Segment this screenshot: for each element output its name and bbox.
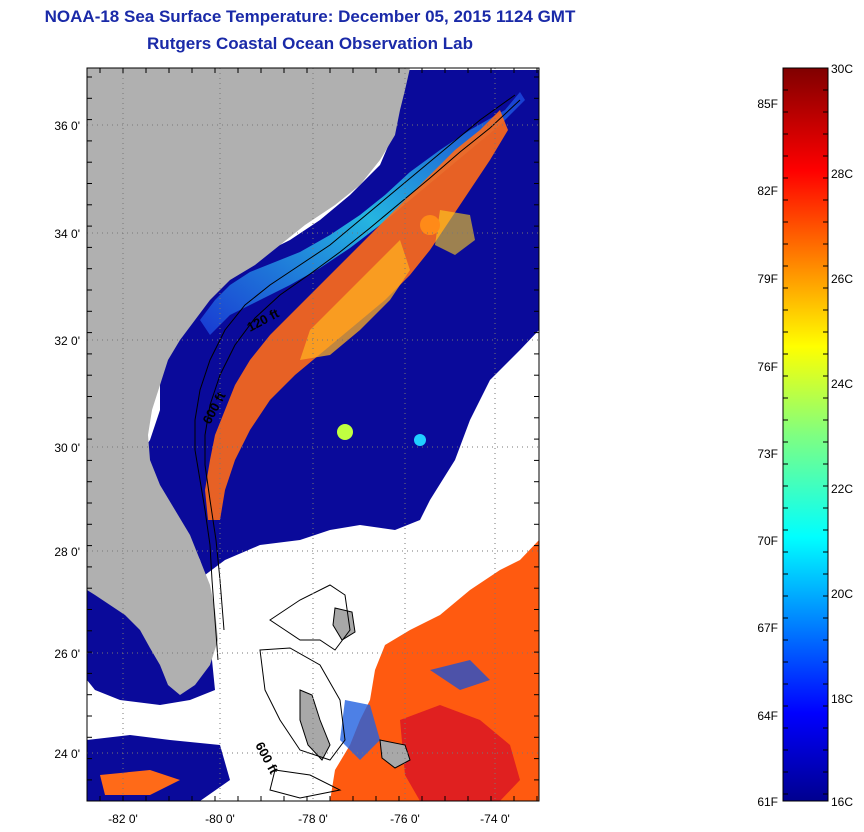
map-frame xyxy=(86,67,540,802)
colorbar-c-label: 28C xyxy=(831,167,853,181)
colorbar-f-label: 73F xyxy=(757,447,778,461)
cool-patch xyxy=(430,660,490,690)
lon-label: -76 0' xyxy=(390,812,420,826)
lat-label: 24 0' xyxy=(54,747,80,761)
colorbar-c-label: 24C xyxy=(831,377,853,391)
lat-label: 28 0' xyxy=(54,545,80,559)
lat-label: 30 0' xyxy=(54,441,80,455)
lon-label: -78 0' xyxy=(298,812,328,826)
lat-label: 34 0' xyxy=(54,227,80,241)
shelf-water-band xyxy=(200,92,525,335)
lat-label: 32 0' xyxy=(54,334,80,348)
graticule xyxy=(87,68,539,801)
warm-patch xyxy=(300,240,410,360)
colorbar-ticks xyxy=(783,67,828,795)
warm-patch xyxy=(420,215,440,235)
lat-label: 36 0' xyxy=(54,119,80,133)
colorbar-c-label: 18C xyxy=(831,692,853,706)
colorbar-f-label: 61F xyxy=(757,795,778,809)
map-subtitle: Rutgers Coastal Ocean Observation Lab xyxy=(147,34,473,53)
bahamas-island xyxy=(379,739,411,769)
lon-label: -80 0' xyxy=(205,812,235,826)
lat-label: 26 0' xyxy=(54,647,80,661)
colorbar-c-label: 30C xyxy=(831,62,853,76)
warm-patch xyxy=(337,424,353,440)
colorbar-f-label: 76F xyxy=(757,360,778,374)
colorbar-f-label: 64F xyxy=(757,709,778,723)
cool-patch xyxy=(340,700,380,760)
colorbar-gradient xyxy=(782,67,829,802)
depth-contours xyxy=(194,94,521,799)
colorbar-c-label: 20C xyxy=(831,587,853,601)
colorbar-f-label: 85F xyxy=(757,97,778,111)
colorbar-f-label: 79F xyxy=(757,272,778,286)
colorbar-f-label: 70F xyxy=(757,534,778,548)
colorbar-f-label: 82F xyxy=(757,184,778,198)
bahamas-island xyxy=(299,689,331,761)
us-mainland xyxy=(87,68,410,695)
warm-patch xyxy=(435,210,475,255)
warm-patch xyxy=(414,434,426,446)
lon-label: -82 0' xyxy=(108,812,138,826)
bahamas-island xyxy=(332,607,356,641)
southwest-warm xyxy=(100,770,180,795)
colorbar-c-label: 16C xyxy=(831,795,853,809)
hot-region xyxy=(400,705,520,801)
frame-ticks xyxy=(87,68,539,801)
colorbar-c-label: 22C xyxy=(831,482,853,496)
map-title: NOAA-18 Sea Surface Temperature: Decembe… xyxy=(44,7,576,26)
colorbar-c-label: 26C xyxy=(831,272,853,286)
lon-label: -74 0' xyxy=(480,812,510,826)
colorbar-f-label: 67F xyxy=(757,621,778,635)
